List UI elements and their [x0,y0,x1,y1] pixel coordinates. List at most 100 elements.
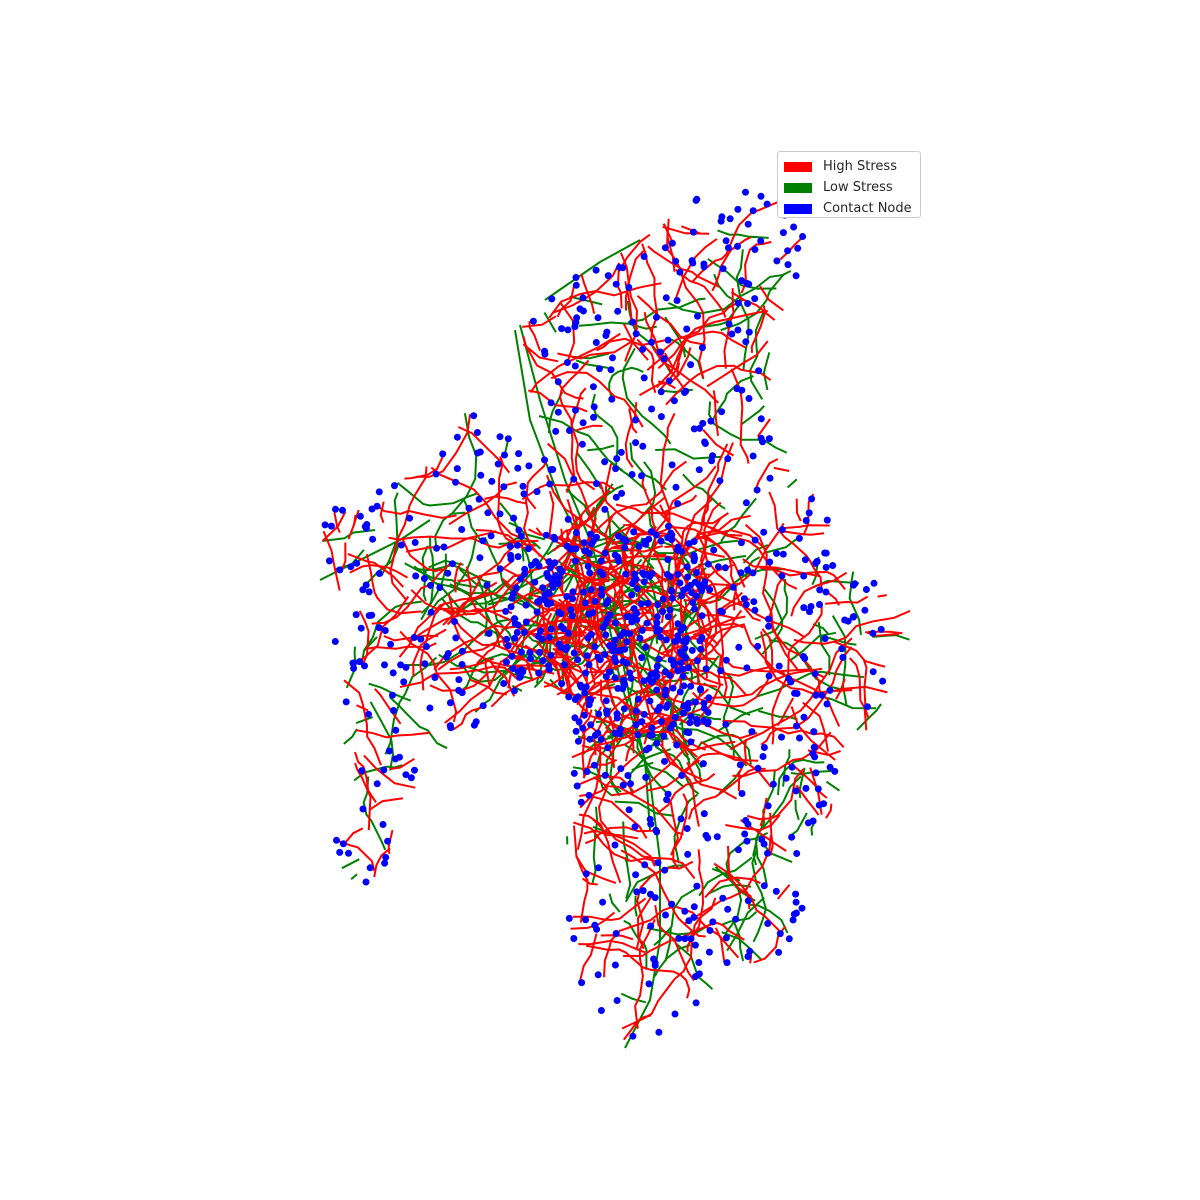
contact-node [544,600,551,608]
contact-node [671,1010,679,1018]
contact-node [693,592,700,600]
contact-node [822,563,830,571]
contact-node [645,535,653,543]
high-stress-segment [387,829,394,854]
low-stress-segment [713,273,750,371]
contact-node [745,280,753,288]
contact-node [632,871,640,879]
contact-node [693,657,701,665]
contact-node [571,323,579,331]
contact-node [573,782,581,790]
high-stress-segment [570,911,616,930]
contact-node [706,586,714,593]
contact-node [389,691,396,699]
contact-node [710,546,718,554]
contact-node [625,283,633,291]
contact-node [685,729,693,737]
contact-node [646,731,654,739]
contact-node [592,266,600,274]
low-stress-segment [361,636,378,661]
contact-node [702,665,710,673]
contact-node [623,638,631,646]
high-stress-segment [686,761,738,800]
contact-node [657,718,665,726]
contact-node [411,766,418,774]
low-stress-segment [441,598,505,640]
high-stress-segment [433,589,578,671]
contact-node [779,550,787,558]
contact-node [630,528,638,536]
contact-node [769,780,777,788]
contact-node [838,645,846,653]
contact-node [785,675,793,682]
contact-node [597,557,605,565]
high-stress-segment [457,426,510,474]
contact-node [734,299,742,307]
low-stress-segment [341,858,360,870]
contact-node [363,521,371,528]
contact-node [496,510,504,518]
contact-node [629,318,637,326]
contact-node [681,644,689,652]
low-stress-segment [726,896,765,952]
contact-node [620,705,628,713]
legend-label-low-stress: Low Stress [823,180,893,195]
contact-node [564,326,572,334]
contact-node [529,317,537,325]
contact-node [636,634,644,642]
low-stress-segment [421,545,429,575]
high-stress-segment [576,745,602,850]
high-stress-segment [579,933,598,981]
contact-node [611,841,619,849]
high-stress-segment [619,252,639,362]
high-stress-segment [769,812,774,856]
high-stress-segment [795,498,802,522]
contact-node [723,959,731,967]
contact-node [591,643,599,651]
contact-node [757,237,765,245]
contact-node [729,583,737,591]
low-stress-segment [673,738,703,769]
contact-node [690,903,698,911]
contact-node [676,579,684,587]
contact-node [757,415,765,423]
contact-node [545,590,553,598]
contact-node [778,733,785,741]
contact-node [674,500,682,508]
contact-node [579,724,587,732]
high-stress-segment [576,424,603,432]
contact-node [594,971,602,979]
contact-node [449,560,456,568]
contact-node [501,451,508,459]
contact-node [639,345,647,353]
high-stress-segment [691,628,774,708]
high-stress-segment [379,501,385,524]
low-stress-segment [717,706,764,733]
high-stress-segment [652,553,667,557]
high-stress-segment [560,528,630,583]
contact-node [801,654,809,662]
contact-node [547,575,555,583]
low-stress-segment [557,559,585,614]
contact-node [452,478,460,486]
contact-node [579,294,587,302]
contact-node [579,419,587,427]
contact-node [509,590,517,598]
high-stress-segment [725,814,781,832]
high-stress-segment [404,451,446,480]
contact-node [440,543,448,551]
high-stress-segment [825,595,869,605]
low-stress-segment [856,703,882,731]
contact-node [751,536,759,544]
contact-node [668,461,676,469]
high-stress-segment [702,429,735,457]
contact-node [455,676,463,684]
contact-node [782,774,790,782]
low-stress-segment [522,547,534,601]
high-stress-segment [441,607,543,679]
high-stress-segment [612,690,651,753]
high-stress-segment [548,490,555,539]
contact-node [569,588,577,596]
contact-node [811,670,819,678]
high-stress-segment [578,939,646,954]
